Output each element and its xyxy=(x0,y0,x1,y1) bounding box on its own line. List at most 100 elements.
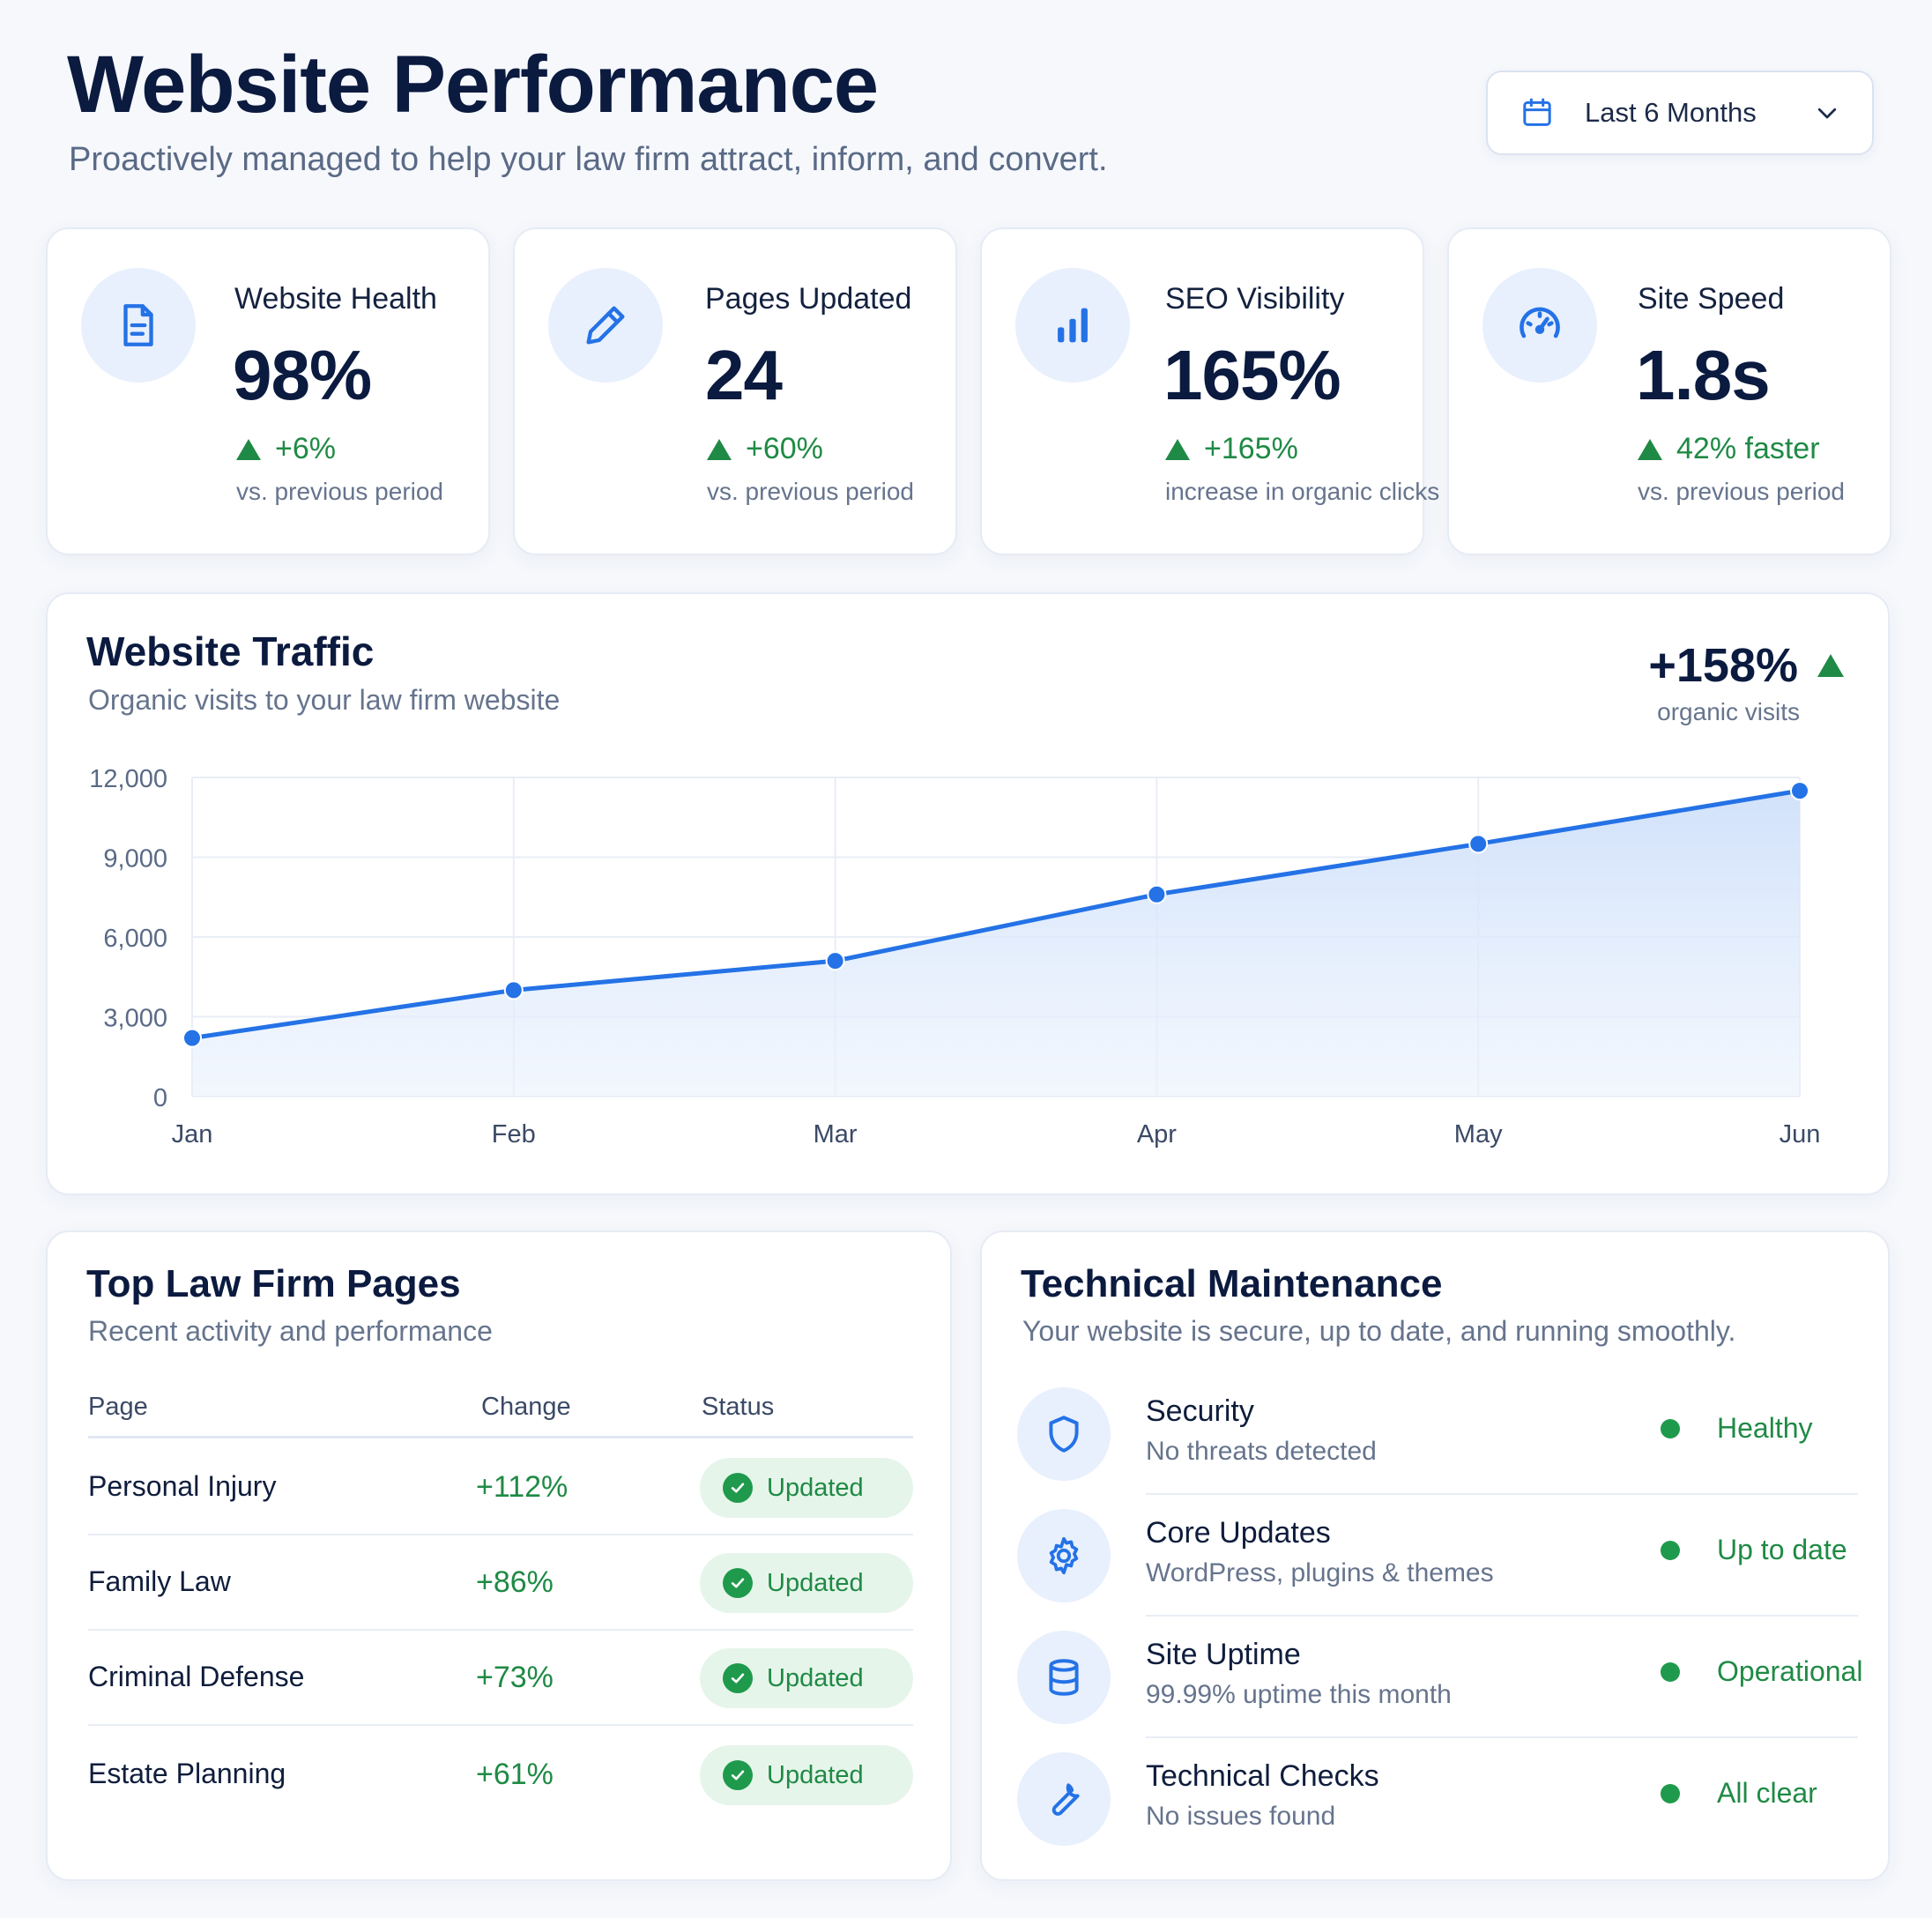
stat-card-website-health: Website Health 98% +6% vs. previous peri… xyxy=(46,227,490,555)
page-name[interactable]: Personal Injury xyxy=(88,1470,277,1502)
page-subtitle: Proactively managed to help your law fir… xyxy=(69,141,1108,178)
status-badge: Updated xyxy=(700,1553,913,1613)
stat-value: 98% xyxy=(233,336,372,414)
page-name[interactable]: Criminal Defense xyxy=(88,1661,305,1692)
stat-card-seo-visibility: SEO Visibility 165% +165% increase in or… xyxy=(980,227,1439,555)
stat-label: Site Speed xyxy=(1638,282,1785,316)
y-tick-label: 9,000 xyxy=(103,845,167,874)
page-change: +61% xyxy=(476,1758,554,1791)
stat-note: increase in organic clicks xyxy=(1165,478,1440,505)
traffic-line-chart: 0 3,000 6,000 9,000 12,000 Jan Feb Mar Apr May Jun xyxy=(89,765,1821,1149)
wrench-icon xyxy=(1051,1783,1080,1816)
x-tick-label: May xyxy=(1454,1120,1503,1149)
maintenance-item-desc: 99.99% uptime this month xyxy=(1146,1680,1452,1709)
calendar-icon xyxy=(1523,98,1551,126)
maintenance-item-name: Technical Checks xyxy=(1146,1759,1379,1793)
date-range-label: Last 6 Months xyxy=(1585,97,1757,128)
x-tick-label: Mar xyxy=(814,1120,858,1149)
divider xyxy=(1146,1493,1858,1495)
status-badge: Updated xyxy=(700,1745,913,1805)
maintenance-item-desc: WordPress, plugins & themes xyxy=(1146,1558,1494,1587)
top-pages-subtitle: Recent activity and performance xyxy=(88,1315,493,1347)
status-dot xyxy=(1661,1662,1680,1682)
page-name[interactable]: Estate Planning xyxy=(88,1758,286,1789)
up-triangle-icon xyxy=(707,438,732,460)
technical-maintenance-card: Technical Maintenance Your website is se… xyxy=(980,1230,1890,1881)
table-row[interactable]: Estate Planning +61% Updated xyxy=(88,1728,913,1823)
stat-label: SEO Visibility xyxy=(1165,282,1345,316)
status-badge: Updated xyxy=(700,1648,913,1708)
page-change: +86% xyxy=(476,1565,554,1599)
maintenance-item-desc: No threats detected xyxy=(1146,1437,1377,1466)
status-indicator: All clear xyxy=(1661,1777,1817,1810)
maintenance-item-core-updates: Core Updates WordPress, plugins & themes… xyxy=(1017,1495,1858,1617)
stat-value: 24 xyxy=(705,336,783,414)
stat-card-pages-updated: Pages Updated 24 +60% vs. previous perio… xyxy=(513,227,957,555)
status-indicator: Operational xyxy=(1661,1655,1862,1688)
date-range-select[interactable]: Last 6 Months xyxy=(1486,71,1874,155)
page-title: Website Performance xyxy=(67,40,879,130)
chevron-down-icon xyxy=(1817,108,1837,119)
table-row[interactable]: Criminal Defense +73% Updated xyxy=(88,1631,913,1726)
traffic-line xyxy=(191,788,1801,1041)
column-header-page: Page xyxy=(88,1393,148,1421)
stat-note: vs. previous period xyxy=(236,478,444,505)
up-triangle-icon xyxy=(1817,654,1844,677)
table-row[interactable]: Family Law +86% Updated xyxy=(88,1535,913,1631)
up-triangle-icon xyxy=(1638,438,1662,460)
gear-icon xyxy=(1049,1536,1079,1575)
traffic-kpi-value: +158% xyxy=(1648,639,1798,692)
data-point xyxy=(1790,781,1809,801)
stat-delta: +165% xyxy=(1165,432,1298,466)
up-triangle-icon xyxy=(1165,438,1190,460)
data-point xyxy=(182,1028,202,1048)
bar-chart-icon xyxy=(1058,308,1088,343)
maintenance-title: Technical Maintenance xyxy=(1021,1262,1443,1305)
maintenance-subtitle: Your website is secure, up to date, and … xyxy=(1022,1315,1736,1347)
x-tick-label: Apr xyxy=(1137,1120,1177,1149)
check-circle-icon xyxy=(723,1473,753,1503)
divider xyxy=(1146,1736,1858,1738)
page-change: +112% xyxy=(476,1470,568,1504)
stat-note: vs. previous period xyxy=(707,478,915,505)
maintenance-item-technical-checks: Technical Checks No issues found All cle… xyxy=(1017,1738,1854,1860)
shield-icon xyxy=(1049,1416,1079,1453)
y-tick-label: 0 xyxy=(153,1084,167,1112)
status-indicator: Healthy xyxy=(1661,1412,1813,1445)
check-circle-icon xyxy=(723,1568,753,1598)
check-circle-icon xyxy=(723,1663,753,1693)
database-icon xyxy=(1049,1659,1079,1696)
maintenance-item-name: Core Updates xyxy=(1146,1516,1331,1550)
x-tick-label: Jun xyxy=(1780,1120,1821,1149)
up-triangle-icon xyxy=(236,438,261,460)
stat-card-site-speed: Site Speed 1.8s 42% faster vs. previous … xyxy=(1447,227,1891,555)
data-point xyxy=(1147,884,1167,904)
data-point xyxy=(503,980,524,1000)
traffic-subtitle: Organic visits to your law firm website xyxy=(88,684,561,716)
page-name[interactable]: Family Law xyxy=(88,1565,231,1597)
table-row[interactable]: Personal Injury +112% Updated xyxy=(88,1440,913,1535)
y-tick-label: 6,000 xyxy=(103,925,167,953)
status-dot xyxy=(1661,1418,1680,1438)
stat-delta: +6% xyxy=(236,432,336,466)
top-pages-card: Top Law Firm Pages Recent activity and p… xyxy=(46,1230,952,1881)
traffic-kpi-label: organic visits xyxy=(1657,698,1800,725)
stat-delta: 42% faster xyxy=(1638,432,1820,466)
traffic-chart-card: Website Traffic Organic visits to your l… xyxy=(46,592,1890,1195)
stat-delta: +60% xyxy=(707,432,823,466)
pencil-icon xyxy=(586,306,625,345)
status-badge: Updated xyxy=(700,1458,913,1518)
status-indicator: Up to date xyxy=(1661,1534,1847,1566)
maintenance-item-name: Security xyxy=(1146,1394,1254,1428)
traffic-area xyxy=(192,791,1800,1097)
data-point xyxy=(1468,834,1489,854)
page-change: +73% xyxy=(476,1661,554,1694)
traffic-title: Website Traffic xyxy=(86,628,375,674)
maintenance-item-security: Security No threats detected Healthy xyxy=(1017,1373,1858,1495)
maintenance-item-desc: No issues found xyxy=(1146,1802,1336,1831)
y-tick-label: 12,000 xyxy=(89,765,167,793)
stat-label: Pages Updated xyxy=(705,282,912,316)
table-header: Page Change Status xyxy=(88,1389,913,1438)
stat-note: vs. previous period xyxy=(1638,478,1846,505)
